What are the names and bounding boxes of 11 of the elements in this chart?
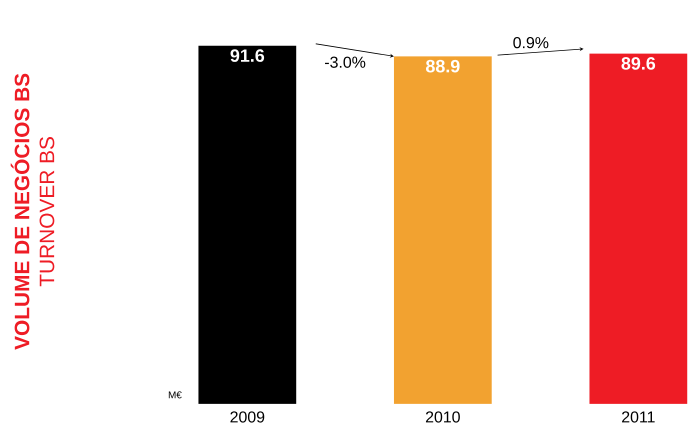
annotation: 0.9%: [513, 37, 548, 48]
data-label: 88.9: [426, 60, 460, 73]
annotation: M€: [168, 391, 182, 398]
x-tick-label: 2009: [230, 411, 264, 423]
data-label: 91.6: [230, 49, 264, 62]
text: VOLUME DE NEGÓCIOS BS: [10, 74, 30, 350]
x-tick-label: 2010: [426, 411, 460, 423]
annotation: -3.0%: [325, 56, 366, 68]
data-label: 89.6: [622, 57, 656, 70]
text: TURNOVER BS: [40, 137, 54, 286]
x-tick-label: 2011: [622, 411, 655, 423]
